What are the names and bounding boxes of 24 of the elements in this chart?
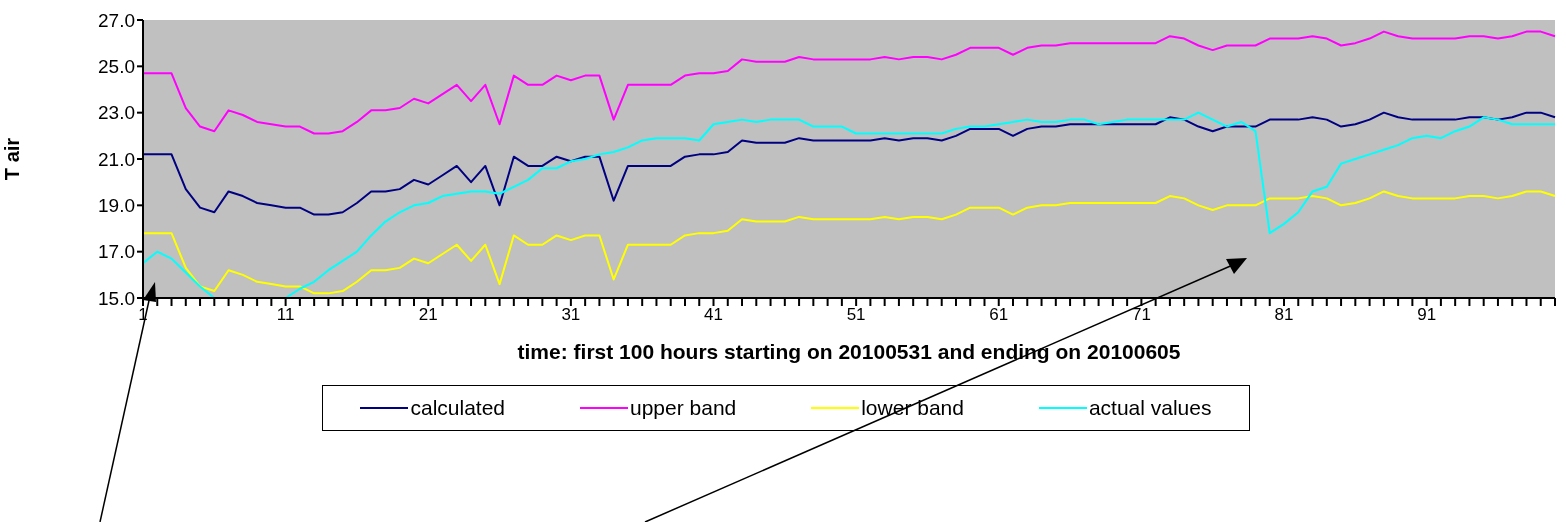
legend-label: calculated bbox=[410, 396, 506, 420]
x-tick-label: 21 bbox=[418, 305, 438, 325]
x-tick-label: 51 bbox=[846, 305, 866, 325]
x-tick-label: 91 bbox=[1417, 305, 1437, 325]
y-tick-label: 17.0 bbox=[98, 241, 135, 263]
legend-label: actual values bbox=[1088, 396, 1212, 420]
line-series bbox=[142, 30, 1556, 135]
x-tick-label: 61 bbox=[989, 305, 1009, 325]
x-tick-label: 41 bbox=[704, 305, 723, 325]
y-tick-label: 25.0 bbox=[98, 56, 135, 78]
legend-label: lower band bbox=[861, 396, 964, 420]
x-tick-label: 71 bbox=[1131, 305, 1151, 325]
x-tick-label: 31 bbox=[561, 305, 581, 325]
y-tick-label: 27.0 bbox=[98, 9, 135, 31]
y-tick-label: 19.0 bbox=[98, 195, 135, 217]
x-tick-label: 11 bbox=[276, 305, 295, 325]
y-tick-label: 15.0 bbox=[98, 287, 135, 309]
legend-label: upper band bbox=[629, 396, 737, 420]
x-tick-label: 81 bbox=[1274, 305, 1294, 325]
y-tick-label: 21.0 bbox=[98, 148, 135, 170]
line-series bbox=[142, 111, 1556, 216]
y-axis-title: T air bbox=[1, 137, 24, 181]
y-tick-label: 23.0 bbox=[98, 102, 135, 124]
line-series bbox=[142, 190, 1556, 295]
